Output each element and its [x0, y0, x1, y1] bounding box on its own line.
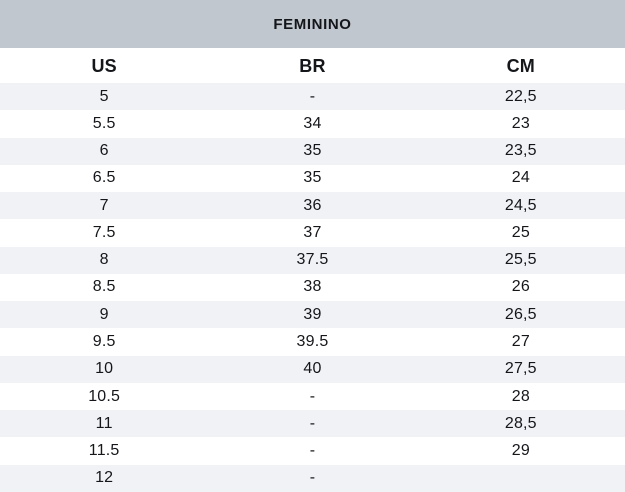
table-row: 7 36 24,5 [0, 192, 625, 220]
table-row: 10.5 - 28 [0, 382, 625, 411]
table-row: 11 - 28,5 [0, 410, 625, 438]
cell-br: 35 [303, 142, 322, 160]
cell-cm: 22,5 [504, 87, 537, 105]
cell-us: 11 [95, 414, 113, 432]
table-header-row: US BR CM [0, 48, 625, 83]
cell-us: 9.5 [92, 333, 116, 351]
cell-cm: 25,5 [504, 251, 537, 269]
cell-cm: 23,5 [504, 142, 537, 160]
cell-us: 8.5 [92, 278, 116, 296]
cell-br: - [309, 87, 316, 105]
cell-cm: 23 [511, 114, 530, 132]
table-row: 8.5 38 26 [0, 273, 625, 302]
table-row: 12 - [0, 464, 625, 492]
cell-cm: 29 [511, 442, 530, 460]
cell-cm: 27,5 [504, 360, 537, 378]
table-row: 6 35 23,5 [0, 137, 625, 165]
cell-us: 6.5 [92, 169, 116, 187]
cell-br: 39.5 [296, 333, 329, 351]
table-row: 5 - 22,5 [0, 83, 625, 111]
cell-br: 36 [303, 196, 322, 214]
cell-us: 7.5 [92, 223, 116, 241]
cell-br: - [309, 387, 316, 405]
cell-us: 5 [99, 87, 109, 105]
cell-br: - [309, 442, 316, 460]
cell-br: 34 [303, 114, 322, 132]
cell-cm: 25 [511, 223, 530, 241]
cell-cm: 26,5 [504, 305, 537, 323]
column-header-cm: CM [506, 55, 536, 76]
table-row: 10 40 27,5 [0, 355, 625, 383]
table-row: 11.5 - 29 [0, 437, 625, 465]
cell-us: 11.5 [88, 442, 120, 460]
table-row: 9 39 26,5 [0, 301, 625, 329]
cell-cm: 24 [511, 169, 530, 187]
cell-us: 10 [95, 360, 114, 378]
table-row: 6.5 35 24 [0, 164, 625, 193]
cell-cm: 28,5 [504, 414, 537, 432]
cell-cm: 26 [511, 278, 530, 296]
table-body: 5 - 22,5 5.5 34 23 6 35 23,5 6.5 35 24 7… [0, 83, 625, 492]
column-header-us: US [91, 55, 117, 76]
table-row: 8 37.5 25,5 [0, 246, 625, 274]
cell-us: 12 [95, 469, 114, 487]
table-row: 5.5 34 23 [0, 110, 625, 138]
cell-br: - [309, 414, 316, 432]
cell-br: 37.5 [296, 251, 329, 269]
table-row: 9.5 39.5 27 [0, 328, 625, 356]
cell-br: - [309, 469, 316, 487]
cell-br: 38 [303, 278, 322, 296]
column-header-br: BR [299, 55, 326, 76]
cell-us: 6 [99, 142, 109, 160]
table-row: 7.5 37 25 [0, 219, 625, 247]
cell-br: 40 [303, 360, 322, 378]
cell-cm: 24,5 [504, 196, 537, 214]
cell-br: 35 [303, 169, 322, 187]
table-title-band: FEMININO [0, 0, 625, 48]
cell-br: 37 [303, 223, 322, 241]
cell-cm: 28 [511, 387, 530, 405]
cell-br: 39 [303, 305, 322, 323]
cell-us: 5.5 [92, 114, 116, 132]
cell-us: 7 [99, 196, 109, 214]
cell-us: 10.5 [88, 387, 121, 405]
cell-cm: 27 [511, 333, 530, 351]
table-title: FEMININO [273, 15, 352, 33]
cell-us: 8 [99, 251, 109, 269]
cell-us: 9 [99, 305, 109, 323]
